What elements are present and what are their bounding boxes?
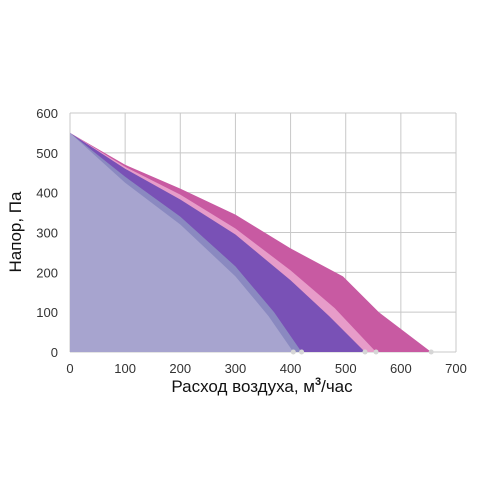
y-axis-title: Напор, Па (6, 191, 25, 273)
x-tick-label: 700 (445, 361, 467, 376)
curve-end-marker-1 (428, 349, 434, 355)
y-tick-label: 200 (36, 265, 58, 280)
y-tick-labels: 0 100 200 300 400 500 600 (36, 106, 58, 360)
curve-end-marker-5 (290, 349, 296, 355)
x-tick-labels: 0 100 200 300 400 500 600 700 (66, 361, 466, 376)
series-areas (70, 132, 432, 352)
curve-end-markers (290, 349, 434, 355)
y-tick-label: 400 (36, 186, 58, 201)
series-area-5 (70, 132, 294, 352)
curve-end-marker-4 (299, 349, 305, 355)
y-tick-label: 300 (36, 226, 58, 241)
x-tick-label: 500 (335, 361, 357, 376)
y-tick-label: 600 (36, 106, 58, 121)
x-tick-label: 200 (169, 361, 191, 376)
x-tick-label: 300 (225, 361, 247, 376)
x-tick-label: 400 (280, 361, 302, 376)
curve-end-marker-2 (373, 349, 379, 355)
y-tick-label: 500 (36, 146, 58, 161)
y-tick-label: 0 (51, 345, 58, 360)
x-axis-title: Расход воздуха, м3/час (171, 376, 353, 396)
x-tick-label: 0 (66, 361, 73, 376)
x-tick-label: 100 (114, 361, 136, 376)
y-tick-label: 100 (36, 305, 58, 320)
x-tick-label: 600 (390, 361, 412, 376)
curve-end-marker-3 (362, 349, 368, 355)
